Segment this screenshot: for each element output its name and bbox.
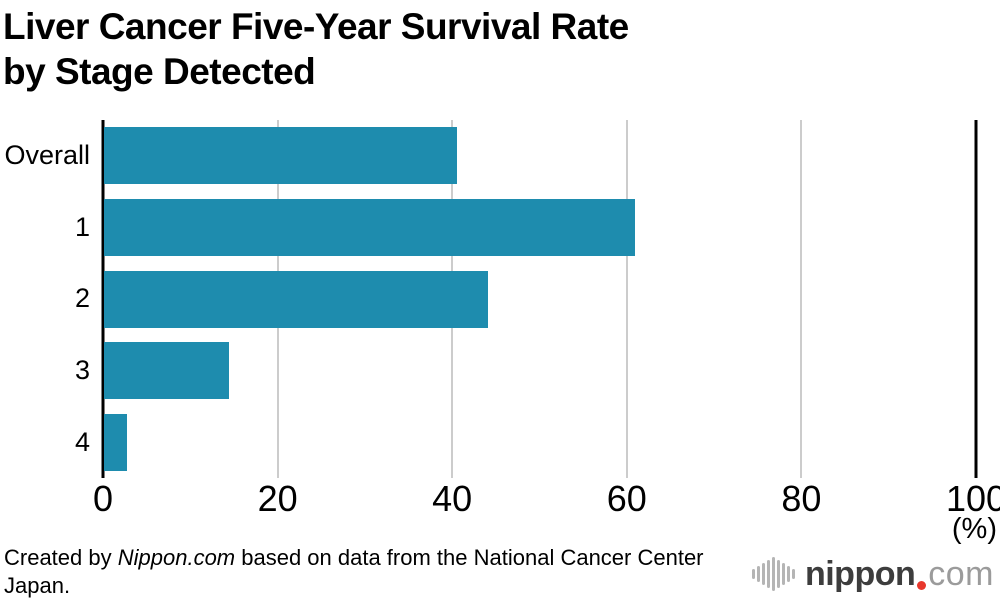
category-label-4: 4 [74,426,90,457]
bar-3 [104,342,229,400]
chart-title: Liver Cancer Five-Year Survival Rate by … [3,4,629,94]
waveform-icon [751,554,795,594]
category-label-2: 2 [74,283,90,314]
credit-prefix: Created by [4,545,118,570]
tick-label-60: 60 [606,478,647,519]
max-gridline [974,120,978,478]
plot-area [101,120,978,478]
value-axis: 0 20 40 60 80 100 [93,478,1000,521]
tick-label-100: 100 [945,478,1000,519]
chart-title-line2: by Stage Detected [3,51,316,92]
bar-overall [104,127,457,185]
category-label-overall: Overall [4,140,90,171]
y-axis-line [101,120,105,478]
gridline-80 [800,120,803,478]
credit-suffix: based on data from the National Cancer C… [4,545,704,598]
source-credit: Created by Nippon.com based on data from… [4,544,744,600]
bar-2 [104,270,489,328]
tick-label-0: 0 [92,478,114,519]
chart-title-line1: Liver Cancer Five-Year Survival Rate [3,6,629,47]
category-axis: Overall 1 2 3 4 [0,120,90,478]
tick-label-20: 20 [257,478,298,519]
axis-unit-label: (%) [951,513,997,545]
tick-label-40: 40 [432,478,473,519]
category-label-3: 3 [74,355,90,386]
category-label-1: 1 [74,211,90,242]
logo-tld: com [928,554,994,593]
nippon-logo: nippon com [751,554,994,594]
bar-4 [104,413,127,471]
tick-label-80: 80 [781,478,822,519]
logo-name: nippon [804,554,916,593]
nippon-logo-text: nippon com [805,555,994,594]
credit-source: Nippon.com [117,545,236,570]
bar-1 [104,198,635,256]
logo-dot [917,580,927,590]
gridline-60 [625,120,628,478]
